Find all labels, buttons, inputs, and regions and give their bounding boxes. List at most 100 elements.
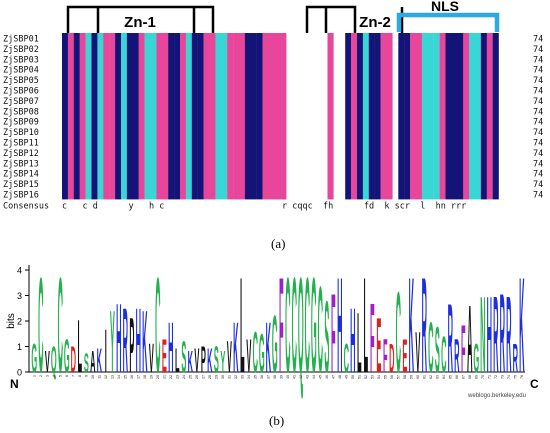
- logo-letter: K: [409, 255, 414, 402]
- logo-ylabel: bits: [6, 313, 17, 329]
- alignment-column-shade: [368, 33, 375, 200]
- consensus-sequence: c c d y h c r cqqc fh fd k scr l hn rrr: [62, 201, 466, 211]
- alignment-column-shade: [351, 33, 358, 200]
- alignment-column-shade: [345, 33, 352, 200]
- alignment-column-shade: [174, 33, 181, 200]
- alignment-column-shade: [132, 33, 139, 200]
- logo-letter: Y: [110, 293, 115, 392]
- alignment-column-shade: [85, 33, 92, 200]
- logo-position-number: 38: [273, 375, 277, 379]
- logo-letter: C: [441, 326, 446, 383]
- sequence-length: 74: [533, 55, 543, 65]
- logo-position-number: 65: [448, 375, 452, 379]
- logo-letter: K: [519, 255, 524, 402]
- alignment-column-shade: [451, 33, 458, 200]
- logo-letter: R: [513, 336, 518, 382]
- logo-position-number: 14: [117, 375, 121, 379]
- logo-position-number: 15: [124, 375, 128, 379]
- logo-letter: K: [207, 343, 212, 380]
- logo-letter: C: [253, 320, 258, 385]
- consensus-label: Consensus: [3, 201, 49, 211]
- logo-position-number: 51: [357, 375, 361, 379]
- sequence-name: ZjSBP10: [3, 128, 39, 138]
- alignment-column-shade: [197, 33, 204, 200]
- logo-letter: S: [435, 313, 440, 386]
- logo-letter: H: [487, 275, 492, 396]
- alignment-column-shade: [486, 33, 493, 200]
- logo-letter: F: [331, 270, 336, 396]
- logo-letter: G: [311, 255, 317, 402]
- logo-position-number: 27: [201, 375, 205, 379]
- logo-position-number: 36: [260, 375, 264, 379]
- logo-letter: R: [500, 270, 505, 396]
- logo-letter: R: [123, 289, 128, 392]
- logo-letter: G: [259, 324, 265, 384]
- logo-letter: K: [266, 307, 271, 387]
- alignment-cells: [62, 33, 499, 200]
- logo-position-number: 49: [344, 375, 348, 379]
- logo-position-number: 47: [331, 375, 335, 379]
- logo-letter: H: [350, 289, 355, 392]
- sequence-length: 74: [533, 87, 543, 97]
- logo-position-number: 58: [403, 375, 407, 379]
- logo-position-number: 59: [409, 375, 413, 379]
- alignment-column-shade: [215, 33, 222, 200]
- alignment-column-shade: [445, 33, 452, 200]
- logo-letter: R: [454, 330, 459, 383]
- logo-y-tick-label: 3: [17, 291, 22, 301]
- logo-letter: K: [233, 307, 238, 387]
- logo-position-number: 33: [240, 375, 244, 379]
- logo-position-number: 40: [286, 375, 290, 379]
- alignment-column-shade: [73, 33, 80, 200]
- logo-position-number: 70: [481, 375, 485, 379]
- logo-position-number: 56: [390, 375, 394, 379]
- logo-position-number: 52: [364, 375, 368, 379]
- logo-letter: V: [227, 332, 232, 382]
- logo-letter: K: [97, 343, 102, 380]
- logo-position-number: 23: [175, 375, 179, 379]
- logo-position-number: 44: [312, 375, 316, 379]
- logo-position-number: 17: [136, 375, 140, 379]
- alignment-column-shade: [233, 33, 240, 200]
- alignment-column-shade: [185, 33, 192, 200]
- logo-position-number: 63: [435, 375, 439, 379]
- logo-letter: C: [38, 255, 43, 402]
- logo-letter: I: [105, 319, 107, 386]
- sequence-name: ZjSBP09: [3, 118, 39, 128]
- sequence-length: 74: [533, 170, 543, 180]
- logo-letter: C: [155, 255, 160, 402]
- alignment-column-shade: [262, 33, 269, 200]
- logo-letter: F: [279, 255, 284, 402]
- logo-position-number: 61: [422, 375, 426, 379]
- logo-letter: R: [422, 255, 427, 402]
- alignment-rows: ZjSBP01 74 ZjSBP02 74 ZjSBP03 74 ZjSBP04 74 ZjSB…: [3, 35, 543, 212]
- logo-letter: V: [45, 345, 50, 379]
- sequence-length: 74: [533, 159, 543, 169]
- logo-position-number: 29: [214, 375, 218, 379]
- logo-position-number: 11: [98, 375, 102, 379]
- logo-position-number: 69: [474, 375, 478, 379]
- logo-position-number: 62: [429, 375, 433, 379]
- sequence-name: ZjSBP03: [3, 55, 39, 65]
- nls-label: NLS: [431, 0, 459, 14]
- logo-y-ticks: 0 1 2 3 4: [17, 266, 29, 378]
- logo-position-number: 68: [468, 375, 472, 379]
- logo-letter: Y: [220, 345, 225, 379]
- sequence-name: ZjSBP08: [3, 107, 39, 117]
- alignment-column-shade: [410, 33, 417, 200]
- logo-position-number: 20: [156, 375, 160, 379]
- sequence-length: 74: [533, 180, 543, 190]
- sequence-name: ZjSBP06: [3, 87, 39, 97]
- alignment-column-shade: [209, 33, 216, 200]
- logo-position-number: 42: [299, 375, 303, 379]
- alignment-column-shade: [144, 33, 151, 200]
- logo-letter: P: [129, 302, 134, 389]
- logo-position-number: 2: [39, 375, 43, 377]
- logo-y-tick-label: 4: [17, 266, 22, 276]
- panel-a-label: (a): [271, 236, 285, 251]
- logo-letter: L: [364, 255, 369, 402]
- logo-position-number: 24: [182, 375, 186, 379]
- sequence-length: 74: [533, 76, 543, 86]
- logo-letter: S: [214, 339, 219, 381]
- logo-letter: Q: [51, 339, 57, 381]
